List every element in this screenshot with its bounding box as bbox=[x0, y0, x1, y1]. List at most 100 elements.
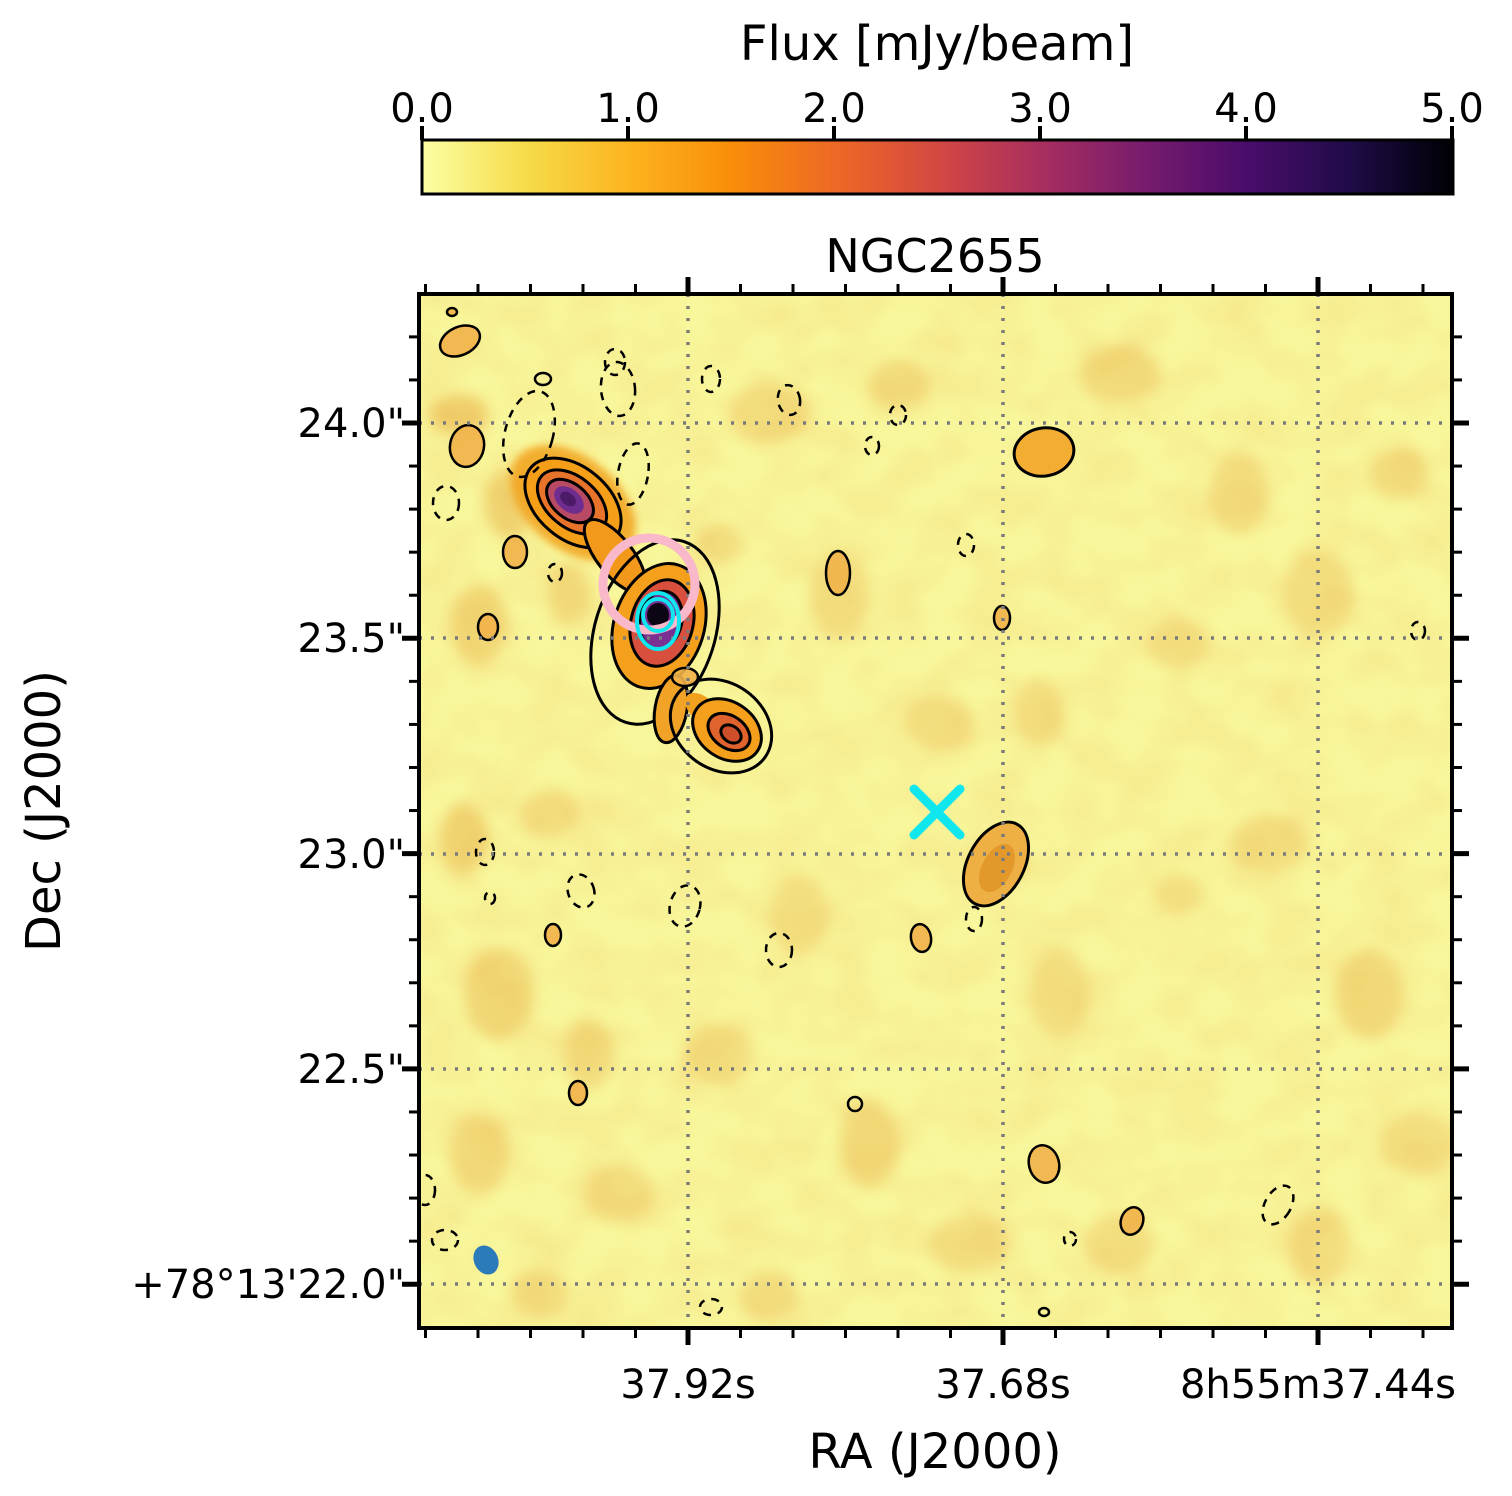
map-panel bbox=[419, 294, 1452, 1328]
noise-blotch bbox=[1154, 874, 1204, 914]
y-tick-22.0: +78°13'22.0" bbox=[131, 1262, 405, 1308]
jet-component bbox=[1012, 426, 1076, 478]
noise-blotch bbox=[739, 1269, 799, 1319]
noise-blotch bbox=[1209, 454, 1269, 534]
noise-blotch bbox=[584, 1164, 654, 1224]
contour-dashed bbox=[863, 435, 881, 457]
x-tick-37.92s: 37.92s bbox=[620, 1362, 755, 1408]
noise-blotch bbox=[464, 949, 534, 1039]
contour-dashed bbox=[1062, 1230, 1078, 1248]
contour-dashed bbox=[431, 484, 461, 522]
beam-ellipse bbox=[473, 1245, 499, 1275]
colorbar-tick-1: 1.0 bbox=[596, 86, 660, 132]
noise-blotch bbox=[729, 384, 809, 444]
noise-blotch bbox=[519, 789, 579, 839]
jet-component bbox=[589, 538, 721, 726]
contour-dashed bbox=[501, 389, 557, 479]
jet-component bbox=[978, 843, 1016, 893]
colorbar-tick-0: 0.0 bbox=[390, 86, 454, 132]
noise-blotch bbox=[1379, 1114, 1452, 1174]
colorbar-tick-5: 5.0 bbox=[1420, 86, 1484, 132]
contour-solid bbox=[438, 324, 482, 358]
plot-title: NGC2655 bbox=[825, 229, 1044, 283]
noise-blotch bbox=[1014, 679, 1064, 749]
jet-component bbox=[647, 603, 669, 627]
colorbar-tick-3: 3.0 bbox=[1008, 86, 1072, 132]
contour-dashed bbox=[698, 1297, 724, 1317]
y-tick-23.0: 23.0" bbox=[298, 832, 405, 878]
jet-component bbox=[668, 677, 774, 775]
marker-overlays bbox=[473, 533, 965, 1275]
contour-solid bbox=[567, 1079, 589, 1107]
y-axis-label: Dec (J2000) bbox=[16, 670, 72, 952]
contour-dashed bbox=[419, 1173, 437, 1207]
core-ring-marker bbox=[641, 597, 675, 633]
contour-dashed bbox=[616, 442, 650, 506]
grid-lines bbox=[419, 294, 1452, 1328]
contour-dashed bbox=[700, 364, 722, 394]
contour-dashed bbox=[888, 403, 908, 427]
contour-dashed bbox=[603, 347, 627, 377]
noise-blotch bbox=[1079, 344, 1159, 404]
noise-blotch bbox=[1029, 949, 1089, 1039]
contour-dashed bbox=[1409, 620, 1427, 642]
core-ring-marker bbox=[635, 591, 681, 651]
contour-dashed bbox=[764, 931, 794, 969]
noise-blotch bbox=[904, 696, 974, 752]
colorbar-gradient bbox=[420, 138, 1455, 196]
y-tick-23.5: 23.5" bbox=[298, 616, 405, 662]
noise-blotches bbox=[429, 344, 1452, 1319]
colorbar-tick-labels: 0.0 1.0 2.0 3.0 4.0 5.0 bbox=[390, 86, 1484, 132]
jet-component bbox=[560, 491, 576, 507]
contour-solid bbox=[909, 922, 933, 954]
contour-dashed bbox=[430, 1228, 460, 1252]
noise-blotch bbox=[547, 564, 591, 624]
noise-blotch bbox=[509, 1269, 569, 1319]
contour-solid bbox=[670, 666, 700, 688]
contour-dashed bbox=[483, 890, 497, 906]
contour-solid bbox=[1119, 1206, 1145, 1236]
noise-blotch bbox=[1229, 814, 1309, 874]
contour-dashed bbox=[964, 905, 984, 933]
contour-solid bbox=[1027, 1143, 1061, 1185]
y-tick-22.5: 22.5" bbox=[298, 1047, 405, 1093]
contour-dashed bbox=[1261, 1184, 1295, 1226]
contour-dashed bbox=[474, 837, 496, 867]
x-tick-labels: 37.92s 37.68s 8h55m37.44s bbox=[620, 1362, 1456, 1408]
colorbar-tick-2: 2.0 bbox=[802, 86, 866, 132]
contour-solid bbox=[445, 306, 459, 318]
noise-blotch bbox=[564, 1019, 614, 1089]
x-tick-37.68s: 37.68s bbox=[935, 1362, 1070, 1408]
contour-dashed bbox=[566, 873, 596, 909]
jet-component bbox=[719, 723, 743, 745]
contour-solid bbox=[824, 549, 852, 597]
y-tick-24.0: 24.0" bbox=[298, 401, 405, 447]
contour-solid bbox=[1037, 1306, 1051, 1318]
noise-blotch bbox=[929, 1214, 1009, 1274]
axis-tick-marks bbox=[402, 277, 1469, 1345]
colorbar-title: Flux [mJy/beam] bbox=[740, 16, 1134, 72]
contour-dashed bbox=[546, 562, 564, 584]
noise-blotch bbox=[684, 1024, 754, 1084]
colorbar-tick-marks bbox=[420, 126, 1454, 140]
noise-blotch bbox=[769, 874, 829, 954]
contour-dashed bbox=[956, 532, 976, 558]
noise-blotch bbox=[869, 359, 929, 409]
contour-solid bbox=[501, 534, 529, 570]
colorbar-tick-4: 4.0 bbox=[1214, 86, 1278, 132]
contour-dashed bbox=[776, 383, 802, 417]
contour-solid bbox=[543, 922, 563, 948]
noise-blotch bbox=[1334, 949, 1404, 1039]
x-tick-8h55m37.44s: 8h55m37.44s bbox=[1180, 1362, 1456, 1408]
contour-solid bbox=[533, 371, 553, 387]
x-axis-label: RA (J2000) bbox=[808, 1424, 1061, 1480]
noise-blotch bbox=[1149, 619, 1209, 669]
cross-marker bbox=[909, 784, 965, 840]
contour-dashed bbox=[599, 360, 637, 418]
noise-blotch bbox=[1369, 449, 1429, 499]
noise-blotch bbox=[839, 1099, 899, 1189]
contour-solid bbox=[448, 423, 486, 469]
noise-blotch bbox=[694, 524, 744, 564]
